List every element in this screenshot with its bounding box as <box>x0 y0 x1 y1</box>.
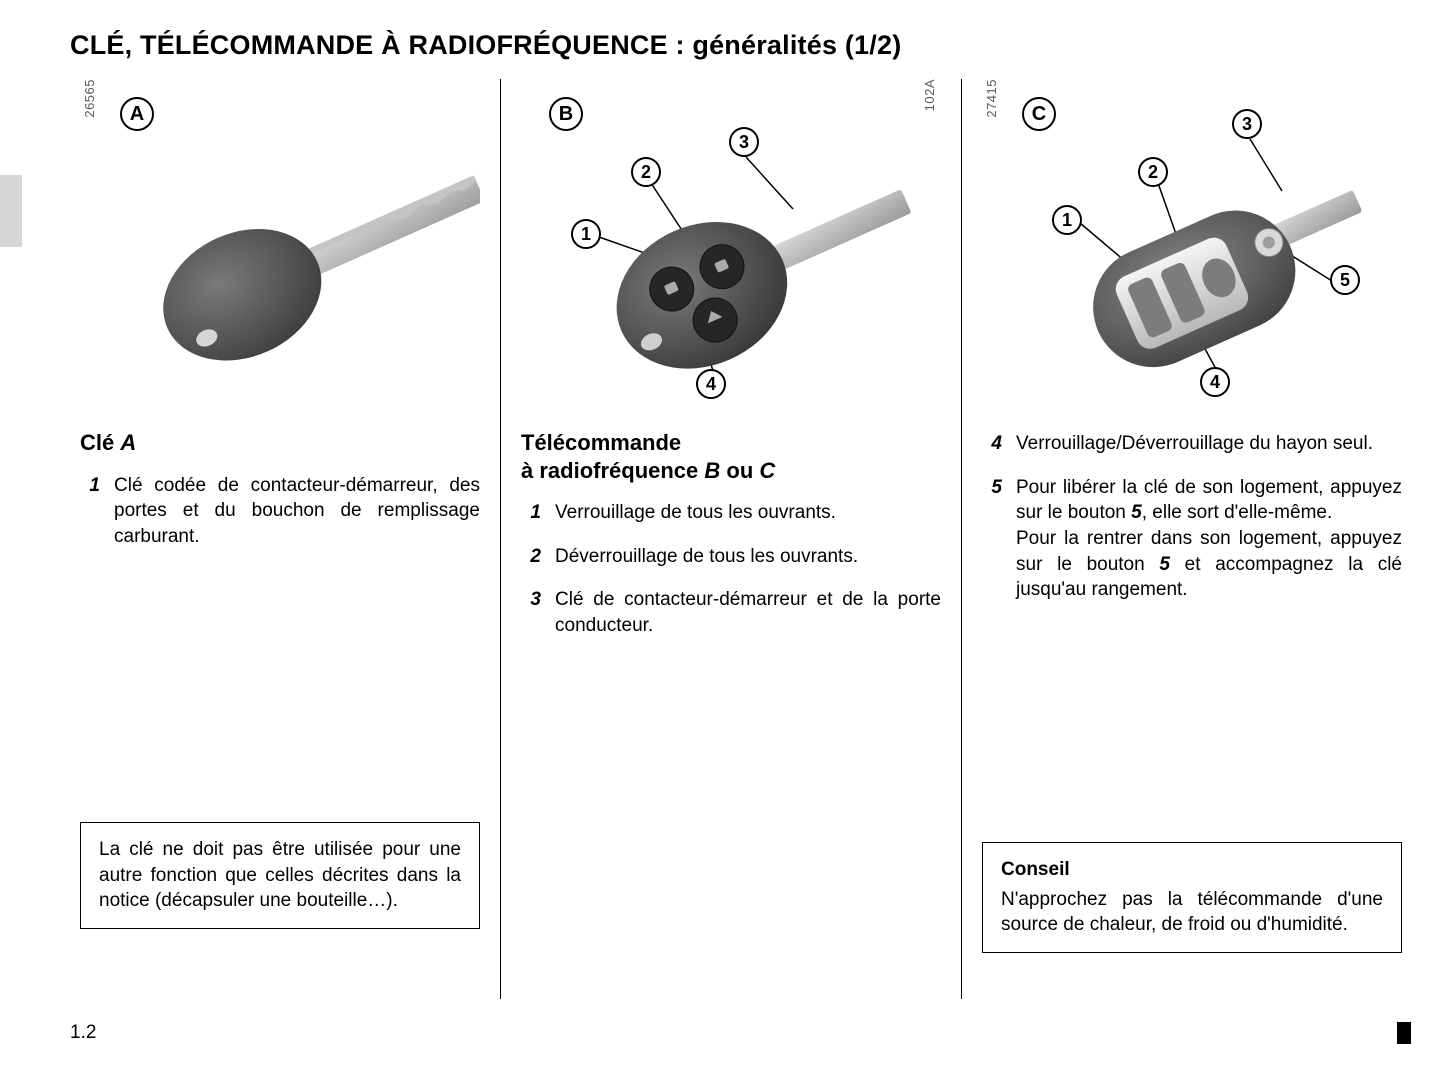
footer-mark <box>1397 1022 1411 1044</box>
page-number: 1.2 <box>70 1022 96 1044</box>
column-2: 102A B 1 2 3 4 <box>500 79 961 999</box>
item-text: Clé de contacteur-démarreur et de la por… <box>555 587 941 638</box>
figure-b: 102A B 1 2 3 4 <box>521 79 941 409</box>
advice-note: Conseil N'approchez pas la télécommande … <box>982 842 1402 953</box>
item-text: Verrouillage de tous les ouvrants. <box>555 500 941 526</box>
callout-3: 3 <box>729 127 759 157</box>
callout-2: 2 <box>631 157 661 187</box>
h2l2d: C <box>759 458 775 483</box>
item-num: 3 <box>521 587 555 638</box>
item-num: 1 <box>521 500 555 526</box>
list-item: 4 Verrouillage/Déverrouillage du hayon s… <box>982 431 1402 457</box>
list-item: 1 Clé codée de contacteur-démarreur, des… <box>80 473 480 550</box>
callout-2: 2 <box>1138 157 1168 187</box>
item-num: 5 <box>982 475 1016 603</box>
callout-4: 4 <box>696 369 726 399</box>
callout-3: 3 <box>1232 109 1262 139</box>
h2l1: Télécommande <box>521 430 681 455</box>
t-bold: 5 <box>1159 554 1170 575</box>
callout-1: 1 <box>571 219 601 249</box>
item-text: Clé codée de contacteur-démarreur, des p… <box>114 473 480 550</box>
figure-b-letter: B <box>549 97 583 131</box>
h2l2b: B <box>704 458 720 483</box>
figure-c-letter: C <box>1022 97 1056 131</box>
side-tab <box>0 175 22 247</box>
col1-list: 1 Clé codée de contacteur-démarreur, des… <box>80 473 480 550</box>
t-bold: 5 <box>1131 502 1142 523</box>
figure-a-code: 26565 <box>82 79 97 118</box>
item-num: 4 <box>982 431 1016 457</box>
callout-5: 5 <box>1330 265 1360 295</box>
item-text: Verrouillage/Déverrouillage du hayon seu… <box>1016 431 1402 457</box>
col1-heading-it: A <box>120 430 136 455</box>
item-text: Déverrouillage de tous les ouvrants. <box>555 544 941 570</box>
item-num: 1 <box>80 473 114 550</box>
item-num: 2 <box>521 544 555 570</box>
item-text: Pour libérer la clé de son logement, app… <box>1016 475 1402 603</box>
figure-c: 27415 C 1 2 3 4 5 <box>982 79 1402 409</box>
list-item: 5 Pour libérer la clé de son logement, a… <box>982 475 1402 603</box>
note-text: La clé ne doit pas être utilisée pour un… <box>99 839 461 911</box>
note-head: Conseil <box>1001 857 1383 883</box>
note-text: N'approchez pas la télécommande d'une so… <box>1001 889 1383 936</box>
list-item: 3Clé de contacteur-démarreur et de la po… <box>521 587 941 638</box>
figure-a-letter: A <box>120 97 154 131</box>
callout-4: 4 <box>1200 367 1230 397</box>
figure-c-code: 27415 <box>984 79 999 118</box>
figure-b-code: 102A <box>922 79 937 111</box>
t-part: , elle sort d'elle-même. <box>1142 502 1333 523</box>
h2l2a: à radiofréquence <box>521 458 704 483</box>
h2l2c: ou <box>720 458 759 483</box>
col2-list: 1Verrouillage de tous les ouvrants. 2Dév… <box>521 500 941 639</box>
page-title: CLÉ, TÉLÉCOMMANDE À RADIOFRÉQUENCE : gén… <box>70 30 1385 61</box>
col1-heading: Clé A <box>80 429 480 457</box>
warning-note-1: La clé ne doit pas être utilisée pour un… <box>80 822 480 929</box>
col3-list: 4 Verrouillage/Déverrouillage du hayon s… <box>982 431 1402 603</box>
manual-page: CLÉ, TÉLÉCOMMANDE À RADIOFRÉQUENCE : gén… <box>0 0 1445 1070</box>
column-1: 26565 A <box>60 79 500 999</box>
col1-heading-plain: Clé <box>80 430 120 455</box>
column-3: 27415 C 1 2 3 4 5 <box>961 79 1422 999</box>
list-item: 1Verrouillage de tous les ouvrants. <box>521 500 941 526</box>
columns: 26565 A <box>60 79 1385 999</box>
callout-1: 1 <box>1052 205 1082 235</box>
figure-a: 26565 A <box>80 79 480 409</box>
col2-heading: Télécommande à radiofréquence B ou C <box>521 429 941 484</box>
list-item: 2Déverrouillage de tous les ouvrants. <box>521 544 941 570</box>
